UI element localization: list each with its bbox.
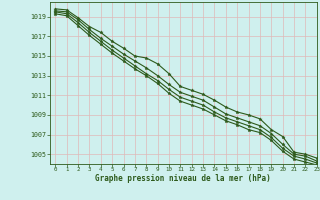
X-axis label: Graphe pression niveau de la mer (hPa): Graphe pression niveau de la mer (hPa) — [95, 174, 271, 183]
